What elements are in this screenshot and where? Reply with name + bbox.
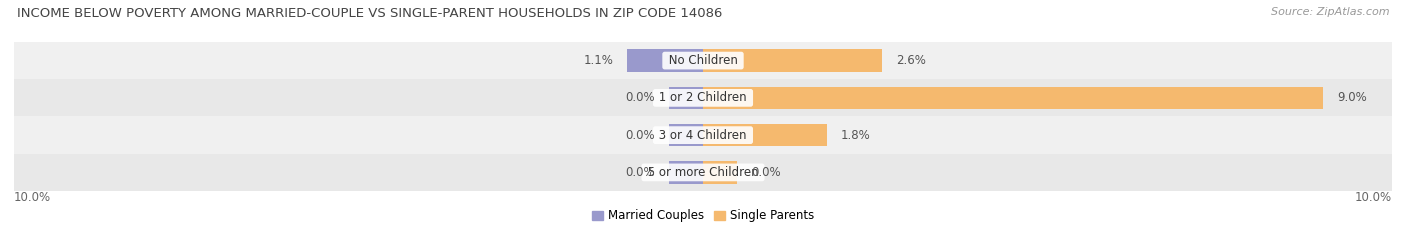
Text: 9.0%: 9.0% <box>1337 91 1367 104</box>
Text: 10.0%: 10.0% <box>14 191 51 204</box>
Text: Source: ZipAtlas.com: Source: ZipAtlas.com <box>1271 7 1389 17</box>
Text: 3 or 4 Children: 3 or 4 Children <box>655 129 751 142</box>
Text: 10.0%: 10.0% <box>1355 191 1392 204</box>
Bar <box>703 124 827 146</box>
Bar <box>14 79 1392 116</box>
Legend: Married Couples, Single Parents: Married Couples, Single Parents <box>586 205 820 227</box>
Bar <box>703 49 882 72</box>
Text: No Children: No Children <box>665 54 741 67</box>
Text: 0.0%: 0.0% <box>626 129 655 142</box>
Bar <box>669 87 703 109</box>
Text: 0.0%: 0.0% <box>626 91 655 104</box>
Bar <box>627 49 703 72</box>
Text: 5 or more Children: 5 or more Children <box>644 166 762 179</box>
Bar <box>703 87 1323 109</box>
Text: 0.0%: 0.0% <box>751 166 780 179</box>
Bar <box>703 161 738 184</box>
Bar <box>14 42 1392 79</box>
Bar <box>669 161 703 184</box>
Bar <box>669 124 703 146</box>
Text: 1.1%: 1.1% <box>583 54 613 67</box>
Text: 1.8%: 1.8% <box>841 129 870 142</box>
Text: 1 or 2 Children: 1 or 2 Children <box>655 91 751 104</box>
Text: 2.6%: 2.6% <box>896 54 925 67</box>
Text: INCOME BELOW POVERTY AMONG MARRIED-COUPLE VS SINGLE-PARENT HOUSEHOLDS IN ZIP COD: INCOME BELOW POVERTY AMONG MARRIED-COUPL… <box>17 7 723 20</box>
Text: 0.0%: 0.0% <box>626 166 655 179</box>
Bar <box>14 154 1392 191</box>
Bar <box>14 116 1392 154</box>
